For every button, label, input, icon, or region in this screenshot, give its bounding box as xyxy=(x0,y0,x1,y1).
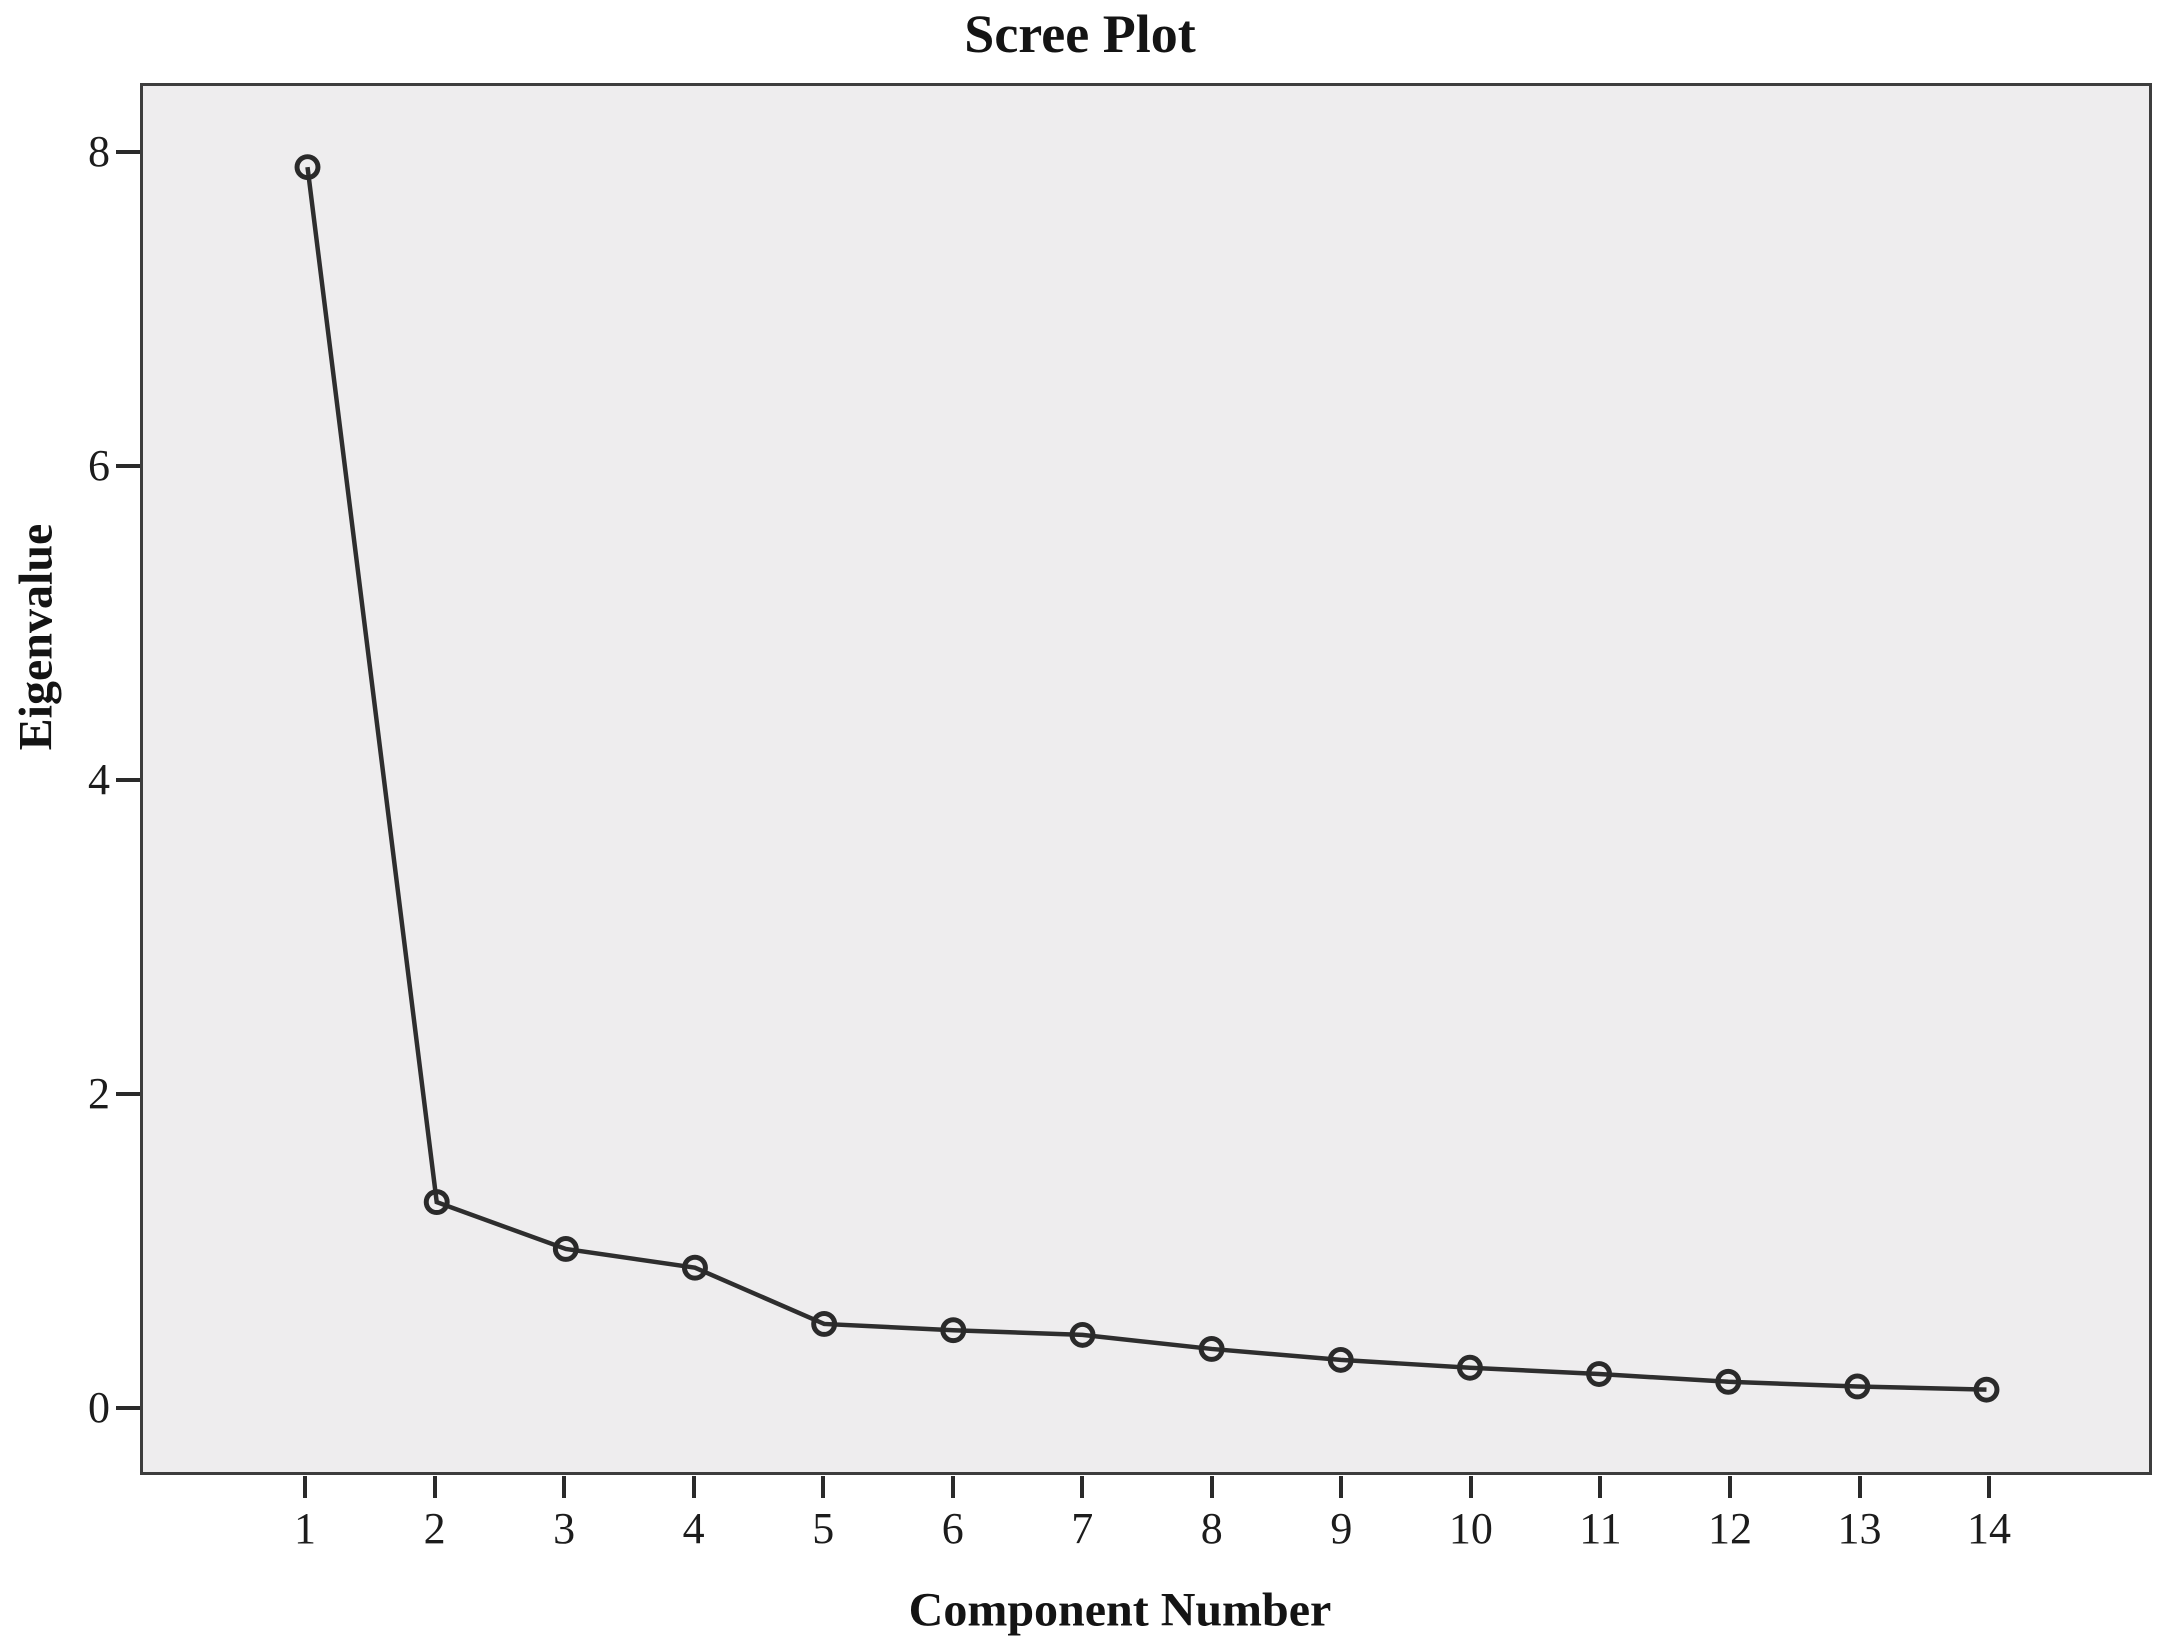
x-tick-label: 14 xyxy=(1967,1504,2012,1553)
eigenvalue-line xyxy=(305,166,1987,1392)
y-tick-label: 8 xyxy=(88,126,110,176)
x-tick-mark xyxy=(821,1476,826,1498)
data-point-marker xyxy=(1844,1373,1871,1400)
x-tick-mark xyxy=(562,1476,567,1498)
x-tick-label: 3 xyxy=(553,1504,576,1553)
y-tick-label: 6 xyxy=(88,440,110,490)
x-tick-label: 12 xyxy=(1707,1504,1752,1553)
x-tick-label: 2 xyxy=(423,1504,446,1553)
y-tick-mark xyxy=(116,463,140,468)
data-point-marker xyxy=(1069,1321,1096,1348)
data-point-marker xyxy=(423,1189,450,1216)
data-point-marker xyxy=(1327,1346,1354,1373)
x-tick-label: 1 xyxy=(294,1504,317,1553)
data-point-marker xyxy=(1715,1368,1742,1395)
data-point-marker xyxy=(552,1236,579,1262)
y-tick-mark xyxy=(116,777,140,782)
data-point-marker xyxy=(1456,1354,1483,1381)
plot-area xyxy=(140,83,2152,1475)
y-tick-mark xyxy=(116,1405,140,1410)
x-tick-mark xyxy=(1987,1476,1992,1498)
x-tick-mark xyxy=(1339,1476,1344,1498)
x-tick-label: 5 xyxy=(812,1504,835,1553)
y-tick-label: 2 xyxy=(88,1068,110,1118)
data-point-marker xyxy=(1586,1361,1613,1387)
data-point-marker xyxy=(1198,1335,1225,1362)
x-tick-label: 9 xyxy=(1330,1504,1353,1553)
y-tick-mark xyxy=(116,149,140,154)
x-tick-mark xyxy=(303,1476,308,1498)
x-tick-label: 4 xyxy=(682,1504,705,1553)
x-tick-label: 6 xyxy=(941,1504,964,1553)
data-point-marker xyxy=(811,1310,838,1337)
x-tick-mark xyxy=(1857,1476,1862,1498)
x-tick-mark xyxy=(1080,1476,1085,1498)
x-tick-mark xyxy=(950,1476,955,1498)
y-tick-mark xyxy=(116,1091,140,1096)
data-point-marker xyxy=(1973,1376,2000,1403)
y-tick-label: 4 xyxy=(88,754,110,804)
scree-line-chart xyxy=(294,154,2000,1403)
x-tick-mark xyxy=(1209,1476,1214,1498)
y-tick-label: 0 xyxy=(88,1382,110,1432)
x-tick-mark xyxy=(1598,1476,1603,1498)
x-tick-mark xyxy=(1468,1476,1473,1498)
x-tick-label: 13 xyxy=(1837,1504,1882,1553)
data-point-marker xyxy=(681,1254,708,1281)
x-tick-label: 8 xyxy=(1200,1504,1223,1553)
x-tick-label: 10 xyxy=(1448,1504,1493,1553)
chart-title: Scree Plot xyxy=(964,4,1196,64)
data-point-marker xyxy=(940,1317,967,1344)
x-tick-mark xyxy=(432,1476,437,1498)
y-axis-label: Eigenvalue xyxy=(9,523,63,751)
data-point-marker xyxy=(294,154,321,181)
x-axis-label: Component Number xyxy=(908,1583,1332,1637)
x-tick-label: 11 xyxy=(1579,1504,1622,1553)
x-tick-label: 7 xyxy=(1071,1504,1094,1553)
x-tick-mark xyxy=(691,1476,696,1498)
x-tick-mark xyxy=(1727,1476,1732,1498)
